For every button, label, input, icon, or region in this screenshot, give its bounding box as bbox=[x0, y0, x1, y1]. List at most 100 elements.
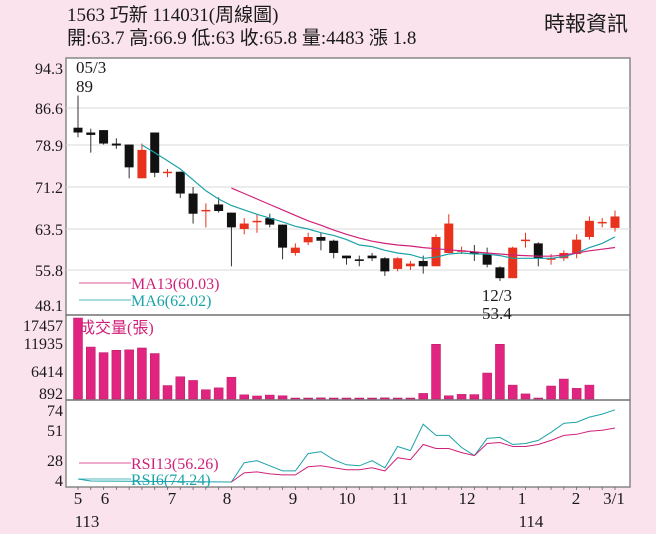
volume-bar bbox=[303, 397, 313, 400]
volume-bar bbox=[316, 397, 326, 400]
volume-bar bbox=[277, 395, 288, 400]
volume-bar bbox=[265, 394, 275, 400]
candle-body bbox=[393, 258, 403, 269]
candle-body bbox=[111, 143, 121, 146]
volume-bar bbox=[533, 397, 544, 400]
volume-bar bbox=[418, 393, 428, 400]
candle-body bbox=[418, 260, 428, 267]
volume-bar bbox=[175, 376, 186, 400]
candle-body bbox=[380, 258, 390, 272]
x-axis-label: 9 bbox=[289, 489, 298, 508]
x-axis-label: 2 bbox=[572, 489, 581, 508]
volume-bar bbox=[98, 352, 109, 400]
volume-bar bbox=[559, 378, 569, 400]
volume-bar bbox=[392, 397, 403, 400]
candle-body bbox=[610, 216, 620, 228]
candle-body bbox=[572, 239, 582, 255]
volume-bar bbox=[584, 384, 595, 400]
rsi-legend-label: RSI6(74.24) bbox=[131, 472, 211, 489]
volume-tick-label: 892 bbox=[39, 386, 63, 403]
volume-bar bbox=[456, 394, 467, 400]
candle-body bbox=[342, 255, 351, 259]
volume-tick-label: 6414 bbox=[31, 364, 63, 381]
rsi-legend-label: RSI13(56.26) bbox=[131, 456, 219, 473]
candle-body bbox=[124, 144, 134, 168]
candle-body bbox=[533, 243, 543, 259]
candle-body bbox=[316, 236, 326, 241]
volume-bar bbox=[367, 397, 377, 400]
volume-bar bbox=[431, 343, 441, 400]
volume-bar bbox=[86, 346, 96, 400]
volume-bar bbox=[73, 317, 83, 400]
volume-bar bbox=[239, 394, 249, 400]
price-tick-label: 94.3 bbox=[35, 61, 63, 78]
candle-body bbox=[444, 223, 454, 253]
volume-bar bbox=[226, 376, 237, 400]
candle-body bbox=[405, 263, 415, 267]
volume-bar bbox=[162, 385, 173, 400]
chart-title: 1563 巧新 114031(周線圖) bbox=[67, 5, 279, 26]
volume-bar bbox=[495, 343, 505, 400]
volume-bar bbox=[188, 380, 198, 400]
candle-body bbox=[508, 247, 518, 279]
candle-body bbox=[469, 251, 479, 255]
volume-bar bbox=[341, 397, 352, 400]
rsi-line-rsi6 bbox=[77, 409, 616, 483]
rsi-line-rsi13 bbox=[231, 427, 616, 483]
high-date-annotation: 05/3 bbox=[76, 58, 106, 77]
volume-bar bbox=[507, 384, 518, 400]
volume-bar bbox=[149, 353, 160, 400]
x-axis-label: 1 bbox=[518, 489, 527, 508]
candle-body bbox=[521, 239, 530, 242]
brand-label: 時報資訊 bbox=[544, 12, 628, 36]
candle-body bbox=[367, 255, 377, 259]
candle-body bbox=[482, 254, 492, 265]
rsi-tick-label: 74 bbox=[47, 403, 63, 420]
ma-line-ma13 bbox=[231, 187, 616, 257]
volume-bar bbox=[546, 385, 556, 400]
ma-legend-label: MA6(62.02) bbox=[131, 293, 211, 310]
candle-body bbox=[73, 127, 83, 133]
volume-bar bbox=[137, 347, 147, 400]
ma-legend-label: MA13(60.03) bbox=[131, 276, 219, 293]
ma-line-ma6 bbox=[141, 144, 616, 259]
candle-body bbox=[303, 236, 313, 243]
volume-bar bbox=[290, 397, 301, 400]
candle-body bbox=[188, 193, 198, 214]
volume-bar bbox=[111, 350, 122, 400]
candle-body bbox=[495, 267, 505, 279]
candle-body bbox=[252, 220, 262, 223]
candle-body bbox=[597, 221, 607, 224]
candle-body bbox=[239, 223, 249, 229]
candle-body bbox=[226, 212, 236, 228]
rsi-tick-label: 28 bbox=[47, 453, 63, 470]
candle-body bbox=[163, 171, 172, 174]
volume-bar bbox=[482, 372, 492, 400]
candle-body bbox=[584, 220, 594, 237]
price-tick-label: 55.8 bbox=[35, 263, 63, 280]
volume-bar bbox=[201, 389, 211, 400]
low-date-annotation: 12/3 bbox=[482, 286, 512, 305]
x-axis-label: 3/1 bbox=[603, 489, 625, 508]
price-tick-label: 71.2 bbox=[35, 180, 63, 197]
rsi-tick-label: 51 bbox=[47, 423, 63, 440]
candle-body bbox=[214, 204, 224, 211]
volume-bar bbox=[444, 395, 454, 400]
volume-tick-label: 17457 bbox=[23, 318, 63, 335]
volume-bar bbox=[571, 388, 582, 400]
x-axis-label: 5 bbox=[74, 489, 83, 508]
candle-body bbox=[354, 259, 364, 261]
volume-bar bbox=[328, 397, 339, 400]
x-axis-label: 10 bbox=[339, 489, 356, 508]
volume-tick-label: 11935 bbox=[24, 336, 63, 353]
high-value-annotation: 89 bbox=[76, 77, 93, 96]
volume-bar bbox=[405, 397, 416, 400]
volume-bar bbox=[354, 397, 365, 400]
x-axis-label: 7 bbox=[168, 489, 177, 508]
ohlc-summary: 開:63.7 高:66.9 低:63 收:65.8 量:4483 漲 1.8 bbox=[67, 28, 417, 49]
candle-body bbox=[137, 149, 147, 179]
x-axis-label: 8 bbox=[223, 489, 232, 508]
year-label: 114 bbox=[519, 512, 544, 531]
volume-bar bbox=[124, 349, 134, 400]
volume-bar bbox=[520, 393, 531, 400]
